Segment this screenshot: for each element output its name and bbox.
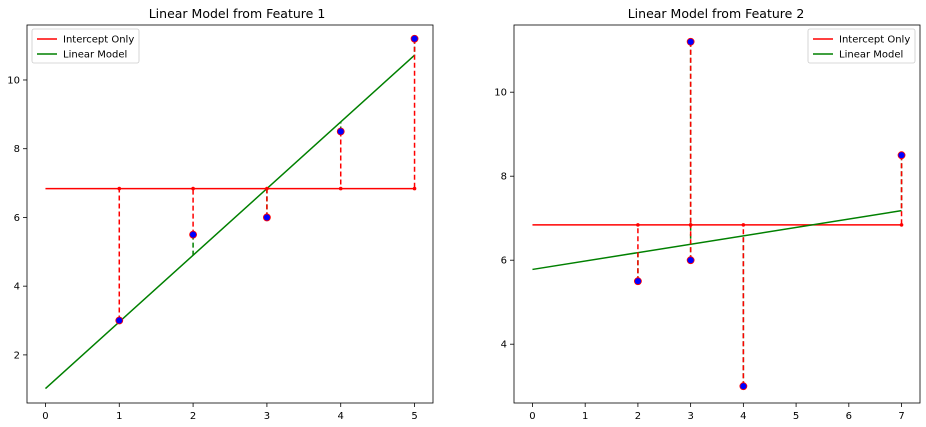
y-tick-label: 8: [501, 172, 507, 183]
data-point: [263, 213, 271, 222]
x-tick-label: 3: [687, 411, 693, 422]
chart-panel-feature-2: Linear Model from Feature 2 0 1 2 3 4 5 6 7 4 6 8 1…: [494, 6, 921, 422]
legend-label: Linear Model: [63, 50, 127, 61]
legend-box: [807, 28, 916, 64]
x-tick-label: 2: [635, 411, 641, 422]
x-tick-label: 0: [529, 411, 535, 422]
intercept-residual-end: [688, 223, 693, 227]
legend-label: Intercept Only: [63, 35, 134, 46]
y-tick-label: 10: [494, 88, 507, 99]
y-tick-label: 8: [14, 144, 20, 155]
chart-title: Linear Model from Feature 2: [628, 6, 805, 21]
x-tick-label: 5: [411, 411, 417, 422]
intercept-residual-end: [191, 186, 195, 191]
x-tick-label: 4: [740, 411, 746, 422]
data-point: [739, 382, 748, 391]
x-tick-label: 4: [338, 411, 344, 422]
y-tick-label: 10: [7, 75, 20, 86]
data-point: [189, 230, 197, 239]
series-line: [532, 209, 902, 271]
data-point: [686, 256, 695, 265]
x-tick-label: 1: [116, 411, 122, 422]
legend: Intercept Only Linear Model: [31, 28, 140, 64]
y-tick-label: 4: [14, 282, 20, 293]
axes-frame: [26, 24, 434, 404]
x-tick-label: 0: [42, 411, 48, 422]
chart-title: Linear Model from Feature 1: [149, 6, 326, 21]
intercept-residual-end: [741, 223, 746, 227]
axes-frame: [513, 24, 921, 404]
intercept-residual-end: [899, 223, 904, 227]
x-tick-label: 6: [846, 411, 852, 422]
intercept-residual-end: [265, 186, 269, 191]
data-point: [115, 316, 124, 325]
x-tick-label: 2: [190, 411, 196, 422]
y-tick-label: 4: [501, 340, 507, 351]
legend-box: [31, 28, 140, 64]
data-point: [634, 277, 642, 286]
series-line: [44, 54, 416, 390]
intercept-residual-end: [117, 186, 122, 191]
y-tick-label: 6: [501, 256, 507, 267]
data-point: [410, 34, 419, 43]
y-tick-label: 6: [14, 213, 20, 224]
x-tick-label: 7: [898, 411, 904, 422]
data-point: [897, 151, 906, 160]
y-tick-label: 2: [14, 350, 20, 361]
intercept-residual-end: [338, 186, 343, 191]
legend: Intercept Only Linear Model: [807, 28, 916, 64]
intercept-residual-end: [412, 186, 417, 191]
data-point: [686, 37, 695, 46]
x-tick-label: 1: [582, 411, 588, 422]
intercept-residual-end: [636, 223, 640, 227]
x-tick-label: 3: [264, 411, 270, 422]
legend-label: Intercept Only: [839, 35, 910, 46]
chart-panel-feature-1: Linear Model from Feature 1 0 1 2 3 4 5 2 4 6 8 10…: [7, 6, 434, 422]
x-tick-label: 5: [793, 411, 799, 422]
data-point: [336, 127, 345, 136]
legend-label: Linear Model: [839, 50, 903, 61]
